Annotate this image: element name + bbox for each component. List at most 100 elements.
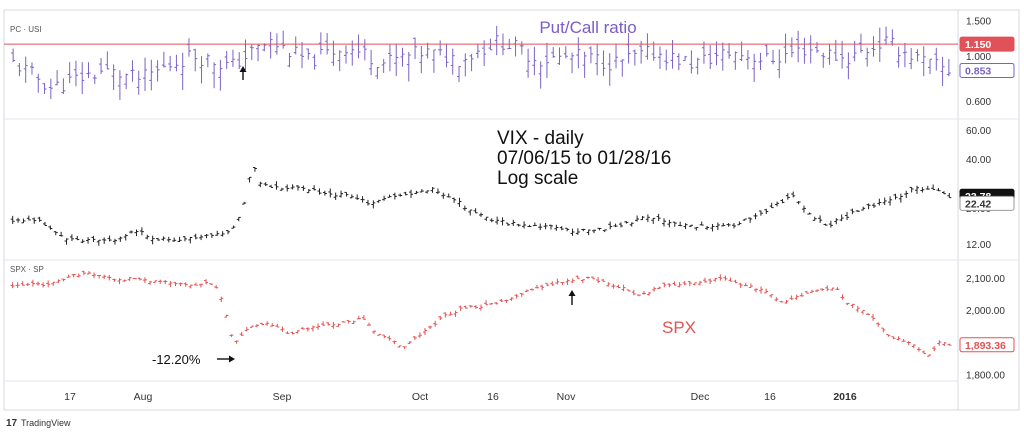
vix-pane[interactable]: VIX - daily 07/06/15 to 01/28/16 Log sca… (10, 126, 1015, 251)
vix-ohlc-bar (748, 217, 753, 223)
spx-tick-label: 2,100.00 (966, 274, 1005, 285)
vix-ohlc-bar (112, 238, 117, 245)
putcall-ohlc-bar (281, 30, 286, 49)
spx-pane[interactable]: SPX · SP SPX -12.20% 2,100.00 2,000.00 1,8… (10, 265, 1015, 381)
spx-ohlc-bar (774, 297, 779, 302)
vix-ohlc-bar (608, 221, 613, 230)
spx-ohlc-bar (479, 304, 483, 311)
spx-ohlc-bar (825, 285, 830, 292)
time-axis-label: 16 (764, 391, 776, 403)
spx-ohlc-bar (443, 312, 448, 318)
spx-ohlc-bar (759, 286, 764, 294)
vix-ohlc-bar (430, 187, 435, 193)
spx-ohlc-bar (667, 283, 672, 288)
vix-ohlc-bar (236, 216, 241, 222)
vix-ohlc-bar (269, 184, 274, 188)
putcall-ohlc-bar (789, 37, 794, 58)
vix-tick-label: 40.00 (966, 155, 991, 166)
spx-ohlc-bar (183, 282, 188, 287)
putcall-ohlc-bar (928, 58, 933, 75)
vix-ohlc-bar (753, 213, 758, 220)
spx-ohlc-bar (835, 287, 840, 290)
right-arrow-icon (217, 355, 235, 363)
vix-ohlc-bar (640, 215, 645, 221)
putcall-ohlc-bar (595, 43, 600, 76)
spx-ohlc-bar (132, 277, 137, 280)
spx-ohlc-bar (677, 282, 682, 288)
spx-ohlc-bar (886, 333, 891, 337)
putcall-bars (4, 25, 958, 100)
putcall-ohlc-bar (576, 37, 581, 69)
putcall-ohlc-bar (268, 31, 273, 59)
vix-ohlc-bar (182, 236, 187, 242)
time-axis[interactable]: 17 Aug Sep Oct 16 Nov Dec 16 2016 (64, 391, 857, 403)
spx-ohlc-bar (876, 322, 881, 327)
spx-ohlc-bar (860, 309, 865, 315)
spx-ohlc-bar (433, 320, 438, 327)
svg-text:22.42: 22.42 (965, 198, 991, 210)
vix-ohlc-bar (441, 192, 446, 199)
spx-drop-annotation: -12.20% (152, 352, 201, 367)
spx-ohlc-bar (570, 278, 575, 284)
vix-ohlc-bar (435, 188, 440, 195)
vix-ohlc-bar (145, 234, 150, 240)
putcall-ohlc-bar (532, 46, 537, 76)
vix-ohlc-bar (80, 239, 85, 244)
spx-ohlc-bar (372, 330, 377, 334)
vix-ohlc-bar (581, 228, 586, 232)
spx-ohlc-bar (219, 296, 224, 303)
spx-ohlc-bar (366, 322, 371, 326)
time-axis-label: 17 (64, 391, 76, 403)
vix-ohlc-bar (834, 218, 839, 225)
putcall-ohlc-bar (413, 37, 418, 59)
putcall-ohlc-bar (356, 34, 361, 59)
putcall-ohlc-bar (218, 59, 223, 91)
time-axis-label: Aug (134, 391, 153, 403)
spx-ohlc-bar (239, 331, 244, 337)
vix-ohlc-bar (419, 189, 424, 193)
putcall-ohlc-bar (249, 43, 254, 60)
vix-ohlc-bar (306, 189, 311, 194)
vix-ohlc-bar (624, 221, 629, 224)
putcall-pane[interactable]: PC · USI Put/Call ratio 1.5001.0000.6001… (4, 16, 1015, 108)
vix-ohlc-bar (602, 229, 607, 233)
spx-ohlc-bar (86, 270, 91, 275)
vix-ohlc-bar (96, 239, 101, 246)
putcall-ohlc-bar (607, 53, 612, 86)
putcall-ohlc-bar (946, 59, 951, 77)
vix-ohlc-bar (468, 209, 473, 216)
vix-ohlc-bar (317, 188, 322, 195)
putcall-ohlc-bar (300, 42, 305, 69)
vix-ohlc-bar (645, 214, 650, 223)
vix-ohlc-bar (915, 185, 920, 194)
putcall-ohlc-bar (369, 49, 374, 76)
time-axis-label: Dec (691, 391, 710, 403)
vix-bars (10, 166, 952, 246)
putcall-ohlc-bar (890, 29, 895, 46)
spx-ohlc-bar (397, 345, 402, 348)
spx-ohlc-bar (718, 274, 723, 281)
vix-ohlc-bar (193, 233, 198, 240)
spx-ohlc-bar (356, 315, 361, 320)
putcall-ohlc-bar (205, 53, 210, 68)
spx-ohlc-bar (662, 282, 667, 288)
spx-ohlc-bar (901, 339, 906, 342)
putcall-ohlc-bar (406, 52, 411, 82)
spx-ohlc-bar (611, 283, 616, 289)
putcall-ohlc-bar (821, 52, 826, 68)
spx-symbol-label: SPX · SP (10, 265, 44, 274)
spx-ohlc-bar (341, 321, 346, 323)
vix-ohlc-bar (495, 216, 500, 225)
putcall-ohlc-bar (29, 62, 34, 75)
vix-ohlc-bar (446, 193, 451, 198)
vix-ohlc-bar (69, 234, 74, 242)
putcall-ohlc-bar (758, 52, 763, 71)
putcall-ohlc-bar (551, 47, 556, 58)
spx-ohlc-bar (687, 280, 692, 287)
spx-ohlc-bar (896, 336, 901, 341)
putcall-price-tag: 0.853 (959, 62, 1015, 78)
putcall-ohlc-bar (193, 48, 198, 72)
putcall-ohlc-bar (438, 40, 443, 56)
spx-ohlc-bar (484, 300, 489, 306)
putcall-ohlc-bar (764, 44, 769, 57)
